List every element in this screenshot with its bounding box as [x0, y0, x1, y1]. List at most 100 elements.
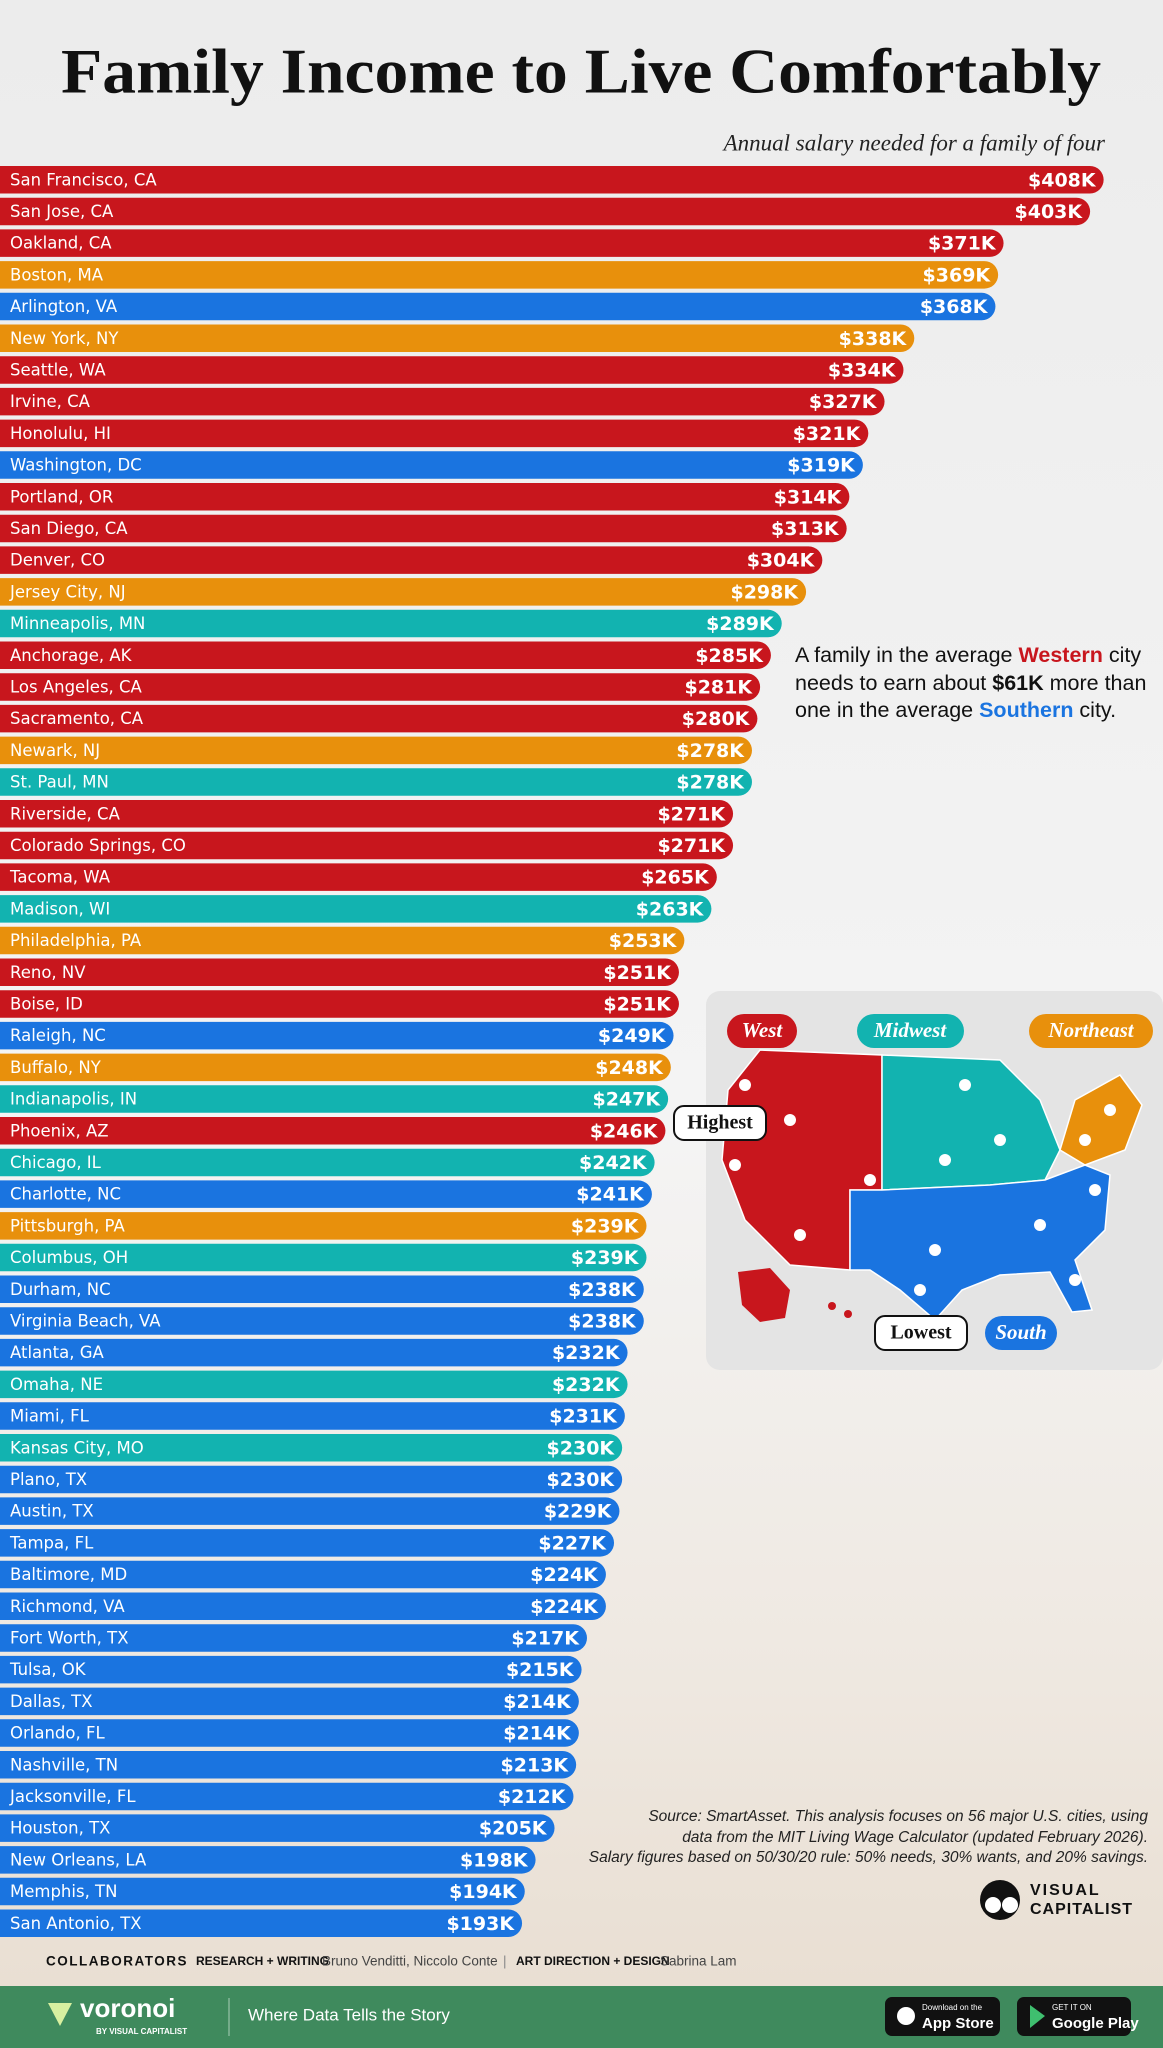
annotation-text: city. — [1073, 698, 1116, 722]
bar — [0, 1719, 579, 1747]
bar — [0, 958, 679, 986]
button-small-text: GET IT ON — [1052, 2003, 1092, 2012]
bar — [0, 673, 761, 701]
logo-mark — [985, 1897, 1001, 1913]
value-label: $289K — [706, 613, 775, 635]
bar — [0, 1782, 574, 1811]
bar — [0, 387, 885, 416]
legend-label: Northeast — [1047, 1018, 1134, 1042]
value-label: $338K — [839, 328, 908, 350]
bar — [0, 197, 1091, 226]
bar — [0, 1338, 628, 1367]
bar — [0, 926, 685, 955]
app-store-button[interactable] — [885, 1997, 1000, 2036]
source-text: data from the MIT Living Wage Calculator… — [682, 1829, 1148, 1846]
bar — [0, 356, 904, 384]
bars: San Francisco, CA $408K San Jose, CA $403K O… — [0, 166, 1104, 1937]
value-label: $224K — [530, 1596, 599, 1618]
annotation-text: more than — [1044, 671, 1147, 695]
category-label: Honolulu, HI — [10, 424, 111, 443]
value-label: $215K — [506, 1659, 575, 1681]
value-label: $246K — [590, 1120, 659, 1142]
category-label: San Diego, CA — [10, 519, 128, 538]
category-label: Memphis, TN — [10, 1882, 117, 1901]
bar — [0, 895, 712, 923]
category-label: Irvine, CA — [10, 392, 91, 411]
credits-label: COLLABORATORS — [46, 1954, 188, 1969]
legend-pill — [857, 1014, 964, 1048]
annotation-highlight: Western — [1018, 643, 1102, 667]
bar — [0, 1814, 555, 1842]
category-label: Chicago, IL — [10, 1153, 102, 1172]
category-label: Fort Worth, TX — [10, 1628, 129, 1647]
category-label: New York, NY — [10, 329, 119, 348]
logo-text: CAPITALIST — [1030, 1901, 1133, 1918]
region-map: West Midwest Northeast South Highest Low… — [673, 991, 1163, 1370]
bar — [0, 1148, 655, 1177]
map-dots — [729, 1079, 1116, 1296]
footer-logo: voronoi — [80, 1993, 175, 2023]
bar — [0, 324, 915, 352]
category-label: Sacramento, CA — [10, 709, 144, 728]
value-label: $251K — [603, 962, 672, 984]
bar — [0, 863, 717, 891]
value-label: $281K — [684, 676, 753, 698]
category-label: Buffalo, NY — [10, 1058, 102, 1077]
category-label: Richmond, VA — [10, 1597, 125, 1616]
button-text: Google Play — [1052, 2015, 1139, 2032]
footer-logo-mark — [48, 2003, 72, 2026]
bar — [0, 990, 679, 1018]
bar — [0, 166, 1104, 194]
annotation: needs to earn about $61K more than — [795, 671, 1146, 695]
category-label: Washington, DC — [10, 456, 142, 475]
value-label: $403K — [1015, 201, 1084, 223]
button-icon — [897, 2007, 915, 2025]
category-label: Omaha, NE — [10, 1375, 103, 1394]
category-label: Baltimore, MD — [10, 1565, 127, 1584]
legend-label: South — [995, 1320, 1046, 1344]
value-label: $280K — [682, 708, 751, 730]
footer-tagline: Where Data Tells the Story — [248, 2005, 450, 2024]
category-label: Los Angeles, CA — [10, 677, 143, 696]
value-label: $238K — [568, 1279, 637, 1301]
bar — [0, 831, 734, 860]
credits-names: Bruno Venditti, Niccolo Conte — [322, 1954, 498, 1969]
bar — [0, 1434, 623, 1462]
category-label: Boise, ID — [10, 994, 83, 1013]
bar — [0, 483, 850, 511]
category-label: Seattle, WA — [10, 360, 106, 379]
bar — [0, 1243, 647, 1272]
category-label: Nashville, TN — [10, 1755, 118, 1774]
category-label: San Jose, CA — [10, 202, 114, 221]
value-label: $251K — [603, 993, 672, 1015]
value-label: $278K — [676, 772, 745, 794]
legend-pill — [727, 1014, 797, 1048]
value-label: $213K — [501, 1754, 570, 1776]
google-play-button[interactable] — [1017, 1997, 1131, 2036]
value-label: $198K — [460, 1849, 529, 1871]
bar — [0, 1370, 628, 1399]
category-label: Minneapolis, MN — [10, 614, 145, 633]
category-label: Atlanta, GA — [10, 1343, 104, 1362]
bar — [0, 1117, 666, 1145]
value-label: $285K — [695, 645, 764, 667]
category-label: Philadelphia, PA — [10, 931, 142, 950]
map-south — [849, 1164, 1111, 1322]
value-label: $298K — [730, 581, 799, 603]
annotation-text: needs to earn about — [795, 671, 992, 695]
bar — [0, 578, 807, 606]
category-label: Orlando, FL — [10, 1724, 105, 1743]
footer-logo-sub: BY VISUAL CAPITALIST — [96, 2027, 187, 2036]
bar — [0, 1180, 652, 1208]
bar — [0, 514, 847, 543]
value-label: $239K — [571, 1247, 640, 1269]
button-small-text: Download on the — [922, 2003, 983, 2012]
value-label: $214K — [503, 1691, 572, 1713]
callout-box — [673, 1105, 767, 1141]
bar — [0, 1021, 674, 1050]
value-label: $248K — [595, 1057, 664, 1079]
bar — [0, 546, 823, 574]
bar — [0, 451, 863, 479]
